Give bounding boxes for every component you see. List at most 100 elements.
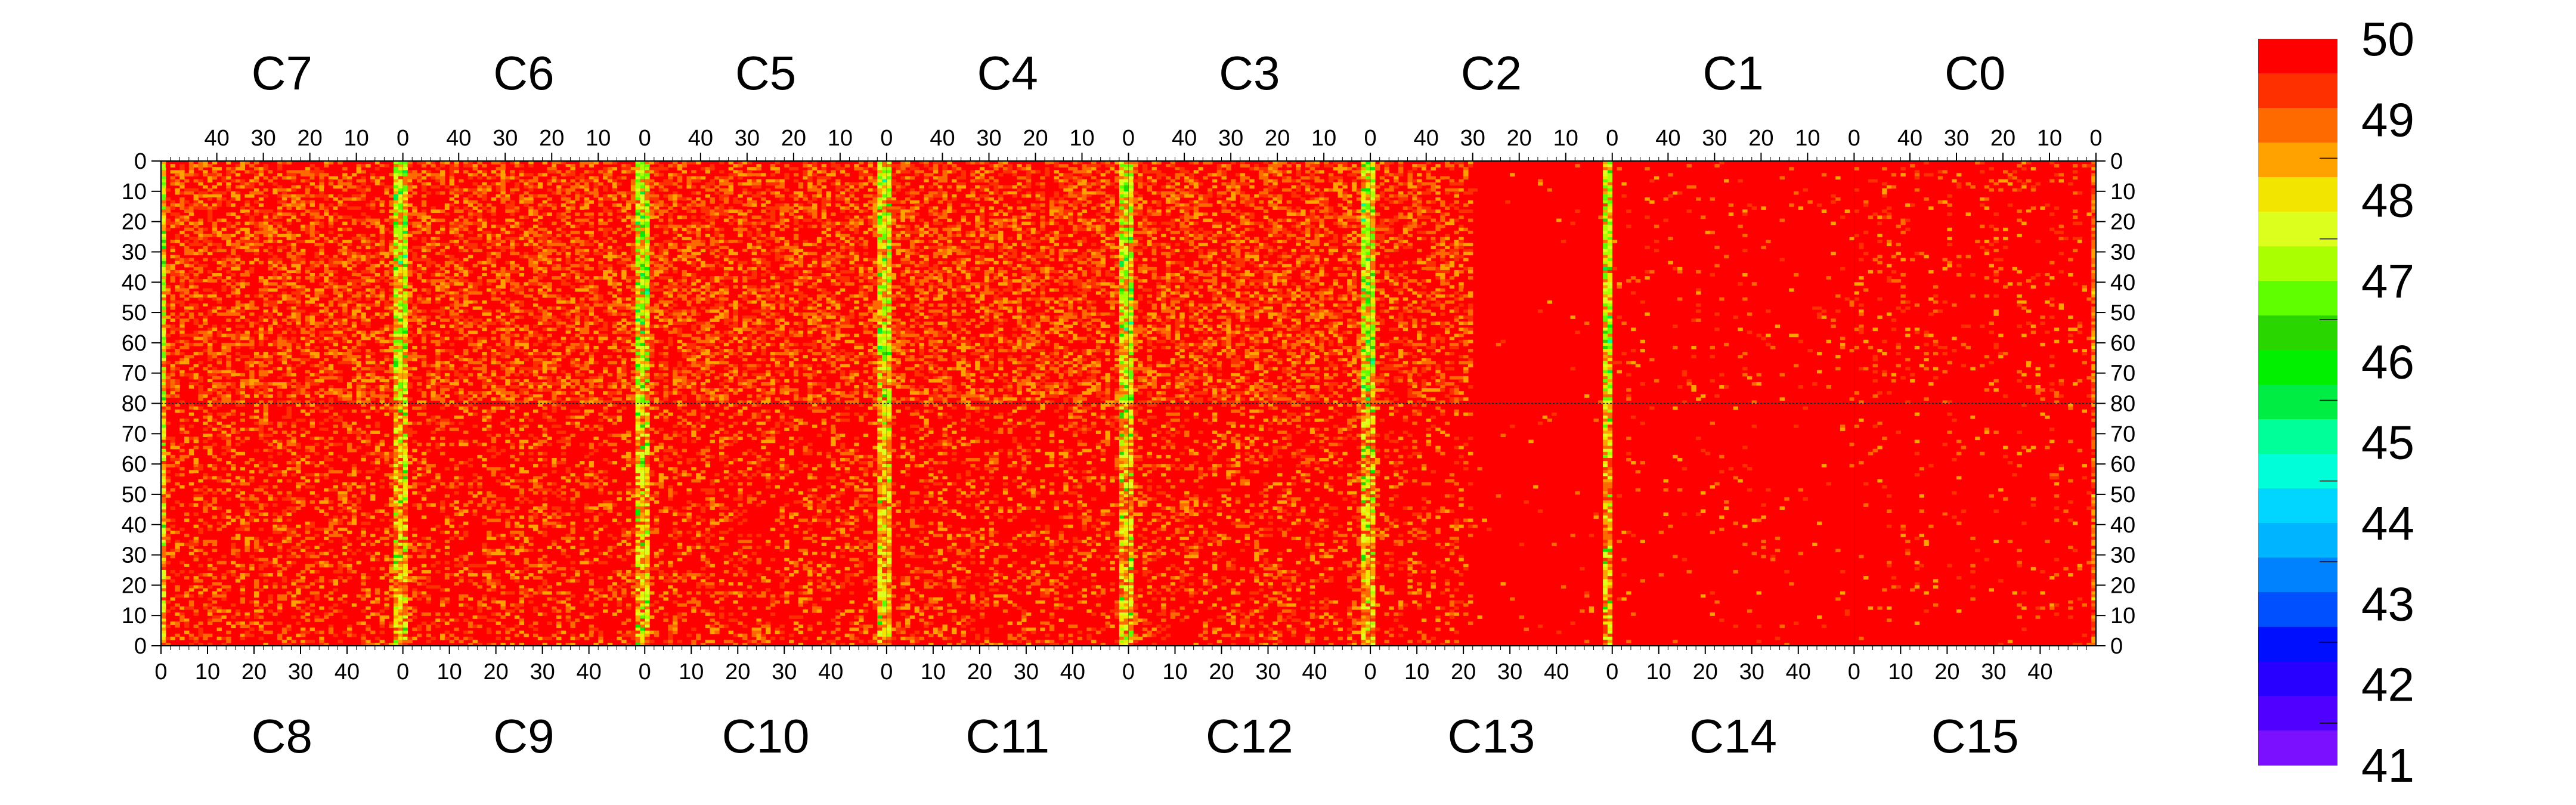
heatmap-cell	[593, 342, 599, 346]
heatmap-cell	[161, 161, 166, 165]
heatmap-cell	[645, 264, 650, 268]
heatmap-cell	[700, 209, 706, 213]
heatmap-cell	[542, 173, 548, 177]
heatmap-cell	[351, 185, 357, 189]
heatmap-cell	[179, 197, 185, 201]
heatmap-cell	[467, 200, 473, 204]
heatmap-cell	[333, 258, 339, 262]
heatmap-cell	[216, 261, 222, 265]
heatmap-cell	[537, 227, 543, 231]
heatmap-cell	[249, 321, 255, 325]
heatmap-cell	[575, 264, 580, 268]
heatmap-cell	[379, 376, 385, 380]
heatmap-cell	[394, 227, 399, 231]
heatmap-cell	[208, 197, 213, 201]
heatmap-cell	[663, 255, 668, 259]
heatmap-cell	[263, 388, 269, 392]
heatmap-cell	[696, 237, 701, 240]
heatmap-cell	[542, 285, 548, 289]
heatmap-cell	[333, 261, 339, 265]
heatmap-cell	[691, 209, 696, 213]
heatmap-cell	[379, 312, 385, 316]
heatmap-cell	[510, 370, 515, 374]
heatmap-cell	[500, 367, 506, 371]
heatmap-cell	[528, 206, 534, 210]
heatmap-cell	[565, 197, 571, 201]
heatmap-cell	[244, 336, 250, 340]
heatmap-cell	[533, 397, 538, 401]
heatmap-cell	[361, 376, 366, 380]
heatmap-cell	[277, 206, 283, 210]
heatmap-cell	[696, 330, 701, 335]
heatmap-cell	[356, 355, 362, 358]
heatmap-cell	[537, 306, 543, 310]
heatmap-cell	[188, 227, 194, 231]
heatmap-cell	[268, 276, 273, 280]
heatmap-cell	[398, 279, 404, 283]
heatmap-cell	[673, 370, 678, 374]
heatmap-cell	[231, 279, 236, 283]
heatmap-cell	[165, 291, 171, 295]
heatmap-cell	[621, 379, 627, 383]
heatmap-cell	[370, 264, 376, 268]
heatmap-cell	[394, 300, 399, 304]
heatmap-cell	[589, 212, 595, 216]
heatmap-cell	[389, 173, 394, 177]
heatmap-cell	[467, 243, 473, 246]
heatmap-cell	[319, 261, 324, 265]
heatmap-cell	[249, 300, 255, 304]
heatmap-cell	[510, 349, 515, 352]
heatmap-cell	[435, 361, 441, 365]
heatmap-cell	[161, 367, 166, 371]
heatmap-cell	[645, 300, 650, 304]
heatmap-cell	[630, 188, 636, 192]
heatmap-cell	[374, 367, 380, 371]
heatmap-cell	[565, 209, 571, 213]
heatmap-cell	[254, 330, 259, 335]
heatmap-cell	[356, 294, 362, 298]
heatmap-cell	[273, 288, 278, 292]
heatmap-cell	[421, 355, 427, 358]
heatmap-cell	[575, 258, 580, 262]
heatmap-cell	[296, 252, 301, 256]
heatmap-cell	[291, 185, 296, 189]
heatmap-cell	[328, 370, 334, 374]
heatmap-cell	[505, 339, 510, 343]
heatmap-cell	[570, 237, 575, 240]
heatmap-cell	[630, 276, 636, 280]
heatmap-cell	[342, 182, 348, 186]
heatmap-cell	[524, 182, 529, 186]
heatmap-cell	[244, 170, 250, 174]
heatmap-cell	[240, 309, 246, 313]
heatmap-cell	[542, 370, 548, 374]
heatmap-cell	[296, 240, 301, 243]
heatmap-cell	[612, 361, 618, 365]
heatmap-cell	[273, 261, 278, 265]
heatmap-cell	[342, 264, 348, 268]
heatmap-cell	[649, 161, 655, 165]
heatmap-cell	[212, 306, 218, 310]
heatmap-cell	[467, 161, 473, 165]
heatmap-cell	[407, 179, 413, 183]
heatmap-cell	[188, 385, 194, 389]
heatmap-cell	[231, 161, 236, 165]
heatmap-cell	[221, 285, 227, 289]
heatmap-cell	[496, 173, 501, 177]
heatmap-cell	[528, 382, 534, 386]
heatmap-cell	[402, 294, 408, 298]
heatmap-cell	[519, 391, 525, 395]
heatmap-cell	[537, 182, 543, 186]
heatmap-cell	[524, 309, 529, 313]
heatmap-cell	[673, 209, 678, 213]
heatmap-cell	[161, 333, 166, 338]
heatmap-cell	[580, 339, 585, 343]
heatmap-cell	[621, 364, 627, 368]
heatmap-cell	[301, 197, 306, 201]
heatmap-cell	[500, 240, 506, 243]
heatmap-cell	[235, 333, 241, 338]
heatmap-cell	[705, 264, 711, 268]
heatmap-cell	[398, 188, 404, 192]
heatmap-cell	[668, 246, 673, 249]
heatmap-cell	[472, 200, 478, 204]
heatmap-cell	[407, 352, 413, 355]
